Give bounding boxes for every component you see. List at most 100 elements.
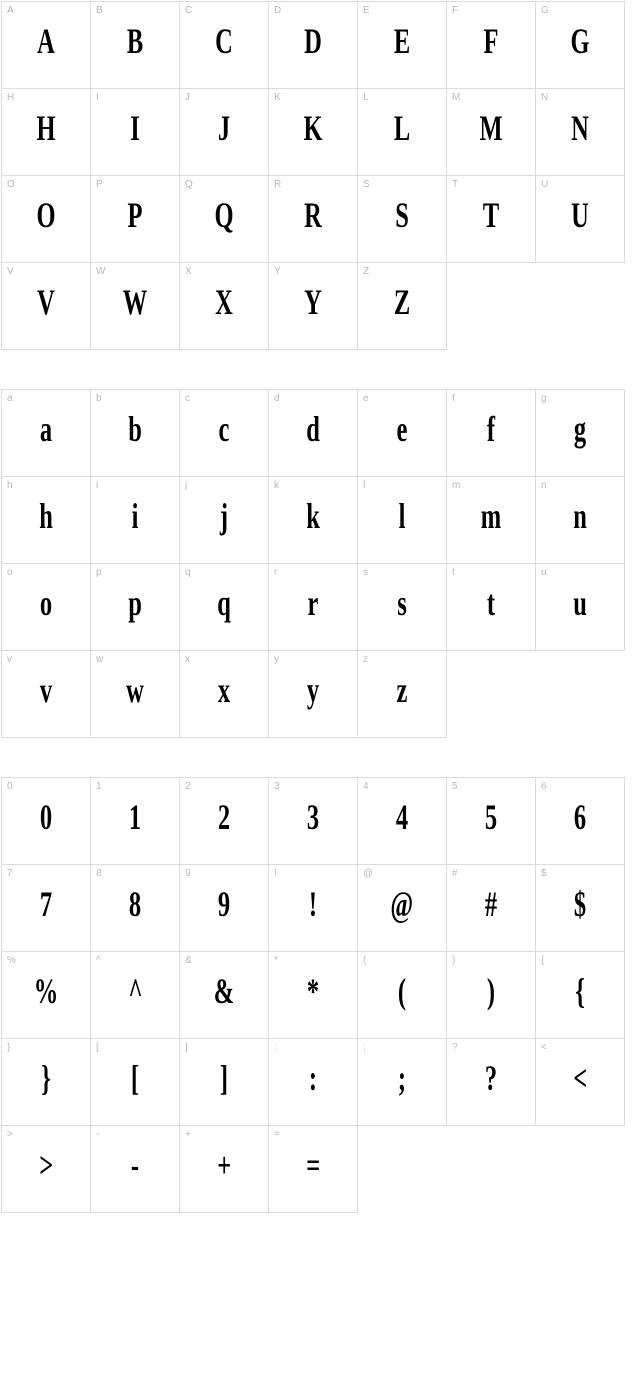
glyph-display: u <box>573 585 587 621</box>
key-label: k <box>274 480 279 491</box>
glyph-cell: QQ <box>179 175 269 263</box>
glyph-cell: gg <box>535 389 625 477</box>
glyph-cell: vv <box>1 650 91 738</box>
key-label: O <box>7 179 15 190</box>
glyph-display: v <box>40 672 52 708</box>
glyph-display: w <box>126 672 144 708</box>
key-label: } <box>7 1042 10 1053</box>
key-label: c <box>185 393 190 404</box>
glyph-display: R <box>304 197 322 233</box>
glyph-display: J <box>218 110 230 146</box>
glyph-display: ^ <box>128 973 142 1009</box>
key-label: ^ <box>96 955 101 966</box>
glyph-display: Q <box>214 197 233 233</box>
glyph-cell: 77 <box>1 864 91 952</box>
glyph-cell: ++ <box>179 1125 269 1213</box>
glyph-cell: :: <box>268 1038 358 1126</box>
key-label: F <box>452 5 458 16</box>
glyph-cell: >> <box>1 1125 91 1213</box>
glyph-display: g <box>574 411 586 447</box>
glyph-cell: $$ <box>535 864 625 952</box>
glyph-display: U <box>571 197 589 233</box>
key-label: > <box>7 1129 13 1140</box>
glyph-cell: @@ <box>357 864 447 952</box>
key-label: * <box>274 955 278 966</box>
glyph-display: y <box>307 672 319 708</box>
glyph-row: 778899!!@@##$$ <box>2 865 640 952</box>
glyph-display: k <box>306 498 320 534</box>
glyph-display: < <box>573 1060 587 1096</box>
glyph-cell: NN <box>535 88 625 176</box>
key-label: t <box>452 567 455 578</box>
key-label: b <box>96 393 102 404</box>
key-label: g <box>541 393 547 404</box>
glyph-display: n <box>573 498 587 534</box>
key-label: $ <box>541 868 547 879</box>
glyph-display: I <box>130 110 140 146</box>
glyph-display: [ <box>131 1060 139 1096</box>
key-label: v <box>7 654 12 665</box>
key-label: & <box>185 955 192 966</box>
glyph-display: ? <box>485 1060 497 1096</box>
key-label: s <box>363 567 368 578</box>
glyph-display: K <box>303 110 322 146</box>
glyph-display: 9 <box>218 886 230 922</box>
key-label: D <box>274 5 281 16</box>
glyph-cell: ii <box>90 476 180 564</box>
glyph-display: r <box>308 585 319 621</box>
section-numbers-symbols: 00112233445566778899!!@@##$$%%^^&&**(())… <box>2 778 640 1213</box>
glyph-cell: }} <box>1 1038 91 1126</box>
glyph-row: HHIIJJKKLLMMNN <box>2 89 640 176</box>
glyph-cell: TT <box>446 175 536 263</box>
glyph-display: 8 <box>129 886 141 922</box>
key-label: Z <box>363 266 369 277</box>
key-label: ? <box>452 1042 458 1053</box>
glyph-display: S <box>395 197 409 233</box>
glyph-cell: )) <box>446 951 536 1039</box>
key-label: # <box>452 868 458 879</box>
glyph-cell: VV <box>1 262 91 350</box>
glyph-cell: PP <box>90 175 180 263</box>
key-label: ] <box>185 1042 188 1053</box>
glyph-cell: ZZ <box>357 262 447 350</box>
key-label: = <box>274 1129 280 1140</box>
empty-cell <box>535 650 625 738</box>
key-label: C <box>185 5 192 16</box>
glyph-cell: << <box>535 1038 625 1126</box>
glyph-cell: MM <box>446 88 536 176</box>
key-label: N <box>541 92 548 103</box>
glyph-display: ( <box>398 973 406 1009</box>
glyph-cell: ww <box>90 650 180 738</box>
glyph-display: z <box>397 672 408 708</box>
glyph-display: D <box>304 23 322 59</box>
glyph-cell: !! <box>268 864 358 952</box>
key-label: 9 <box>185 868 191 879</box>
key-label: J <box>185 92 190 103</box>
glyph-display: Z <box>394 284 410 320</box>
key-label: V <box>7 266 14 277</box>
glyph-cell: ** <box>268 951 358 1039</box>
glyph-cell: AA <box>1 1 91 89</box>
key-label: + <box>185 1129 191 1140</box>
glyph-row: 00112233445566 <box>2 778 640 865</box>
key-label: T <box>452 179 458 190</box>
glyph-display: q <box>217 585 231 621</box>
glyph-display: : <box>309 1060 317 1096</box>
glyph-cell: oo <box>1 563 91 651</box>
glyph-cell: ?? <box>446 1038 536 1126</box>
empty-cell <box>446 1125 536 1213</box>
key-label: d <box>274 393 280 404</box>
glyph-cell: qq <box>179 563 269 651</box>
key-label: @ <box>363 868 373 879</box>
glyph-display: X <box>215 284 233 320</box>
key-label: q <box>185 567 191 578</box>
glyph-display: f <box>487 411 495 447</box>
glyph-display: j <box>220 498 228 534</box>
key-label: I <box>96 92 99 103</box>
glyph-display: 7 <box>40 886 52 922</box>
glyph-cell: EE <box>357 1 447 89</box>
key-label: X <box>185 266 192 277</box>
key-label: p <box>96 567 102 578</box>
glyph-cell: 88 <box>90 864 180 952</box>
key-label: K <box>274 92 281 103</box>
